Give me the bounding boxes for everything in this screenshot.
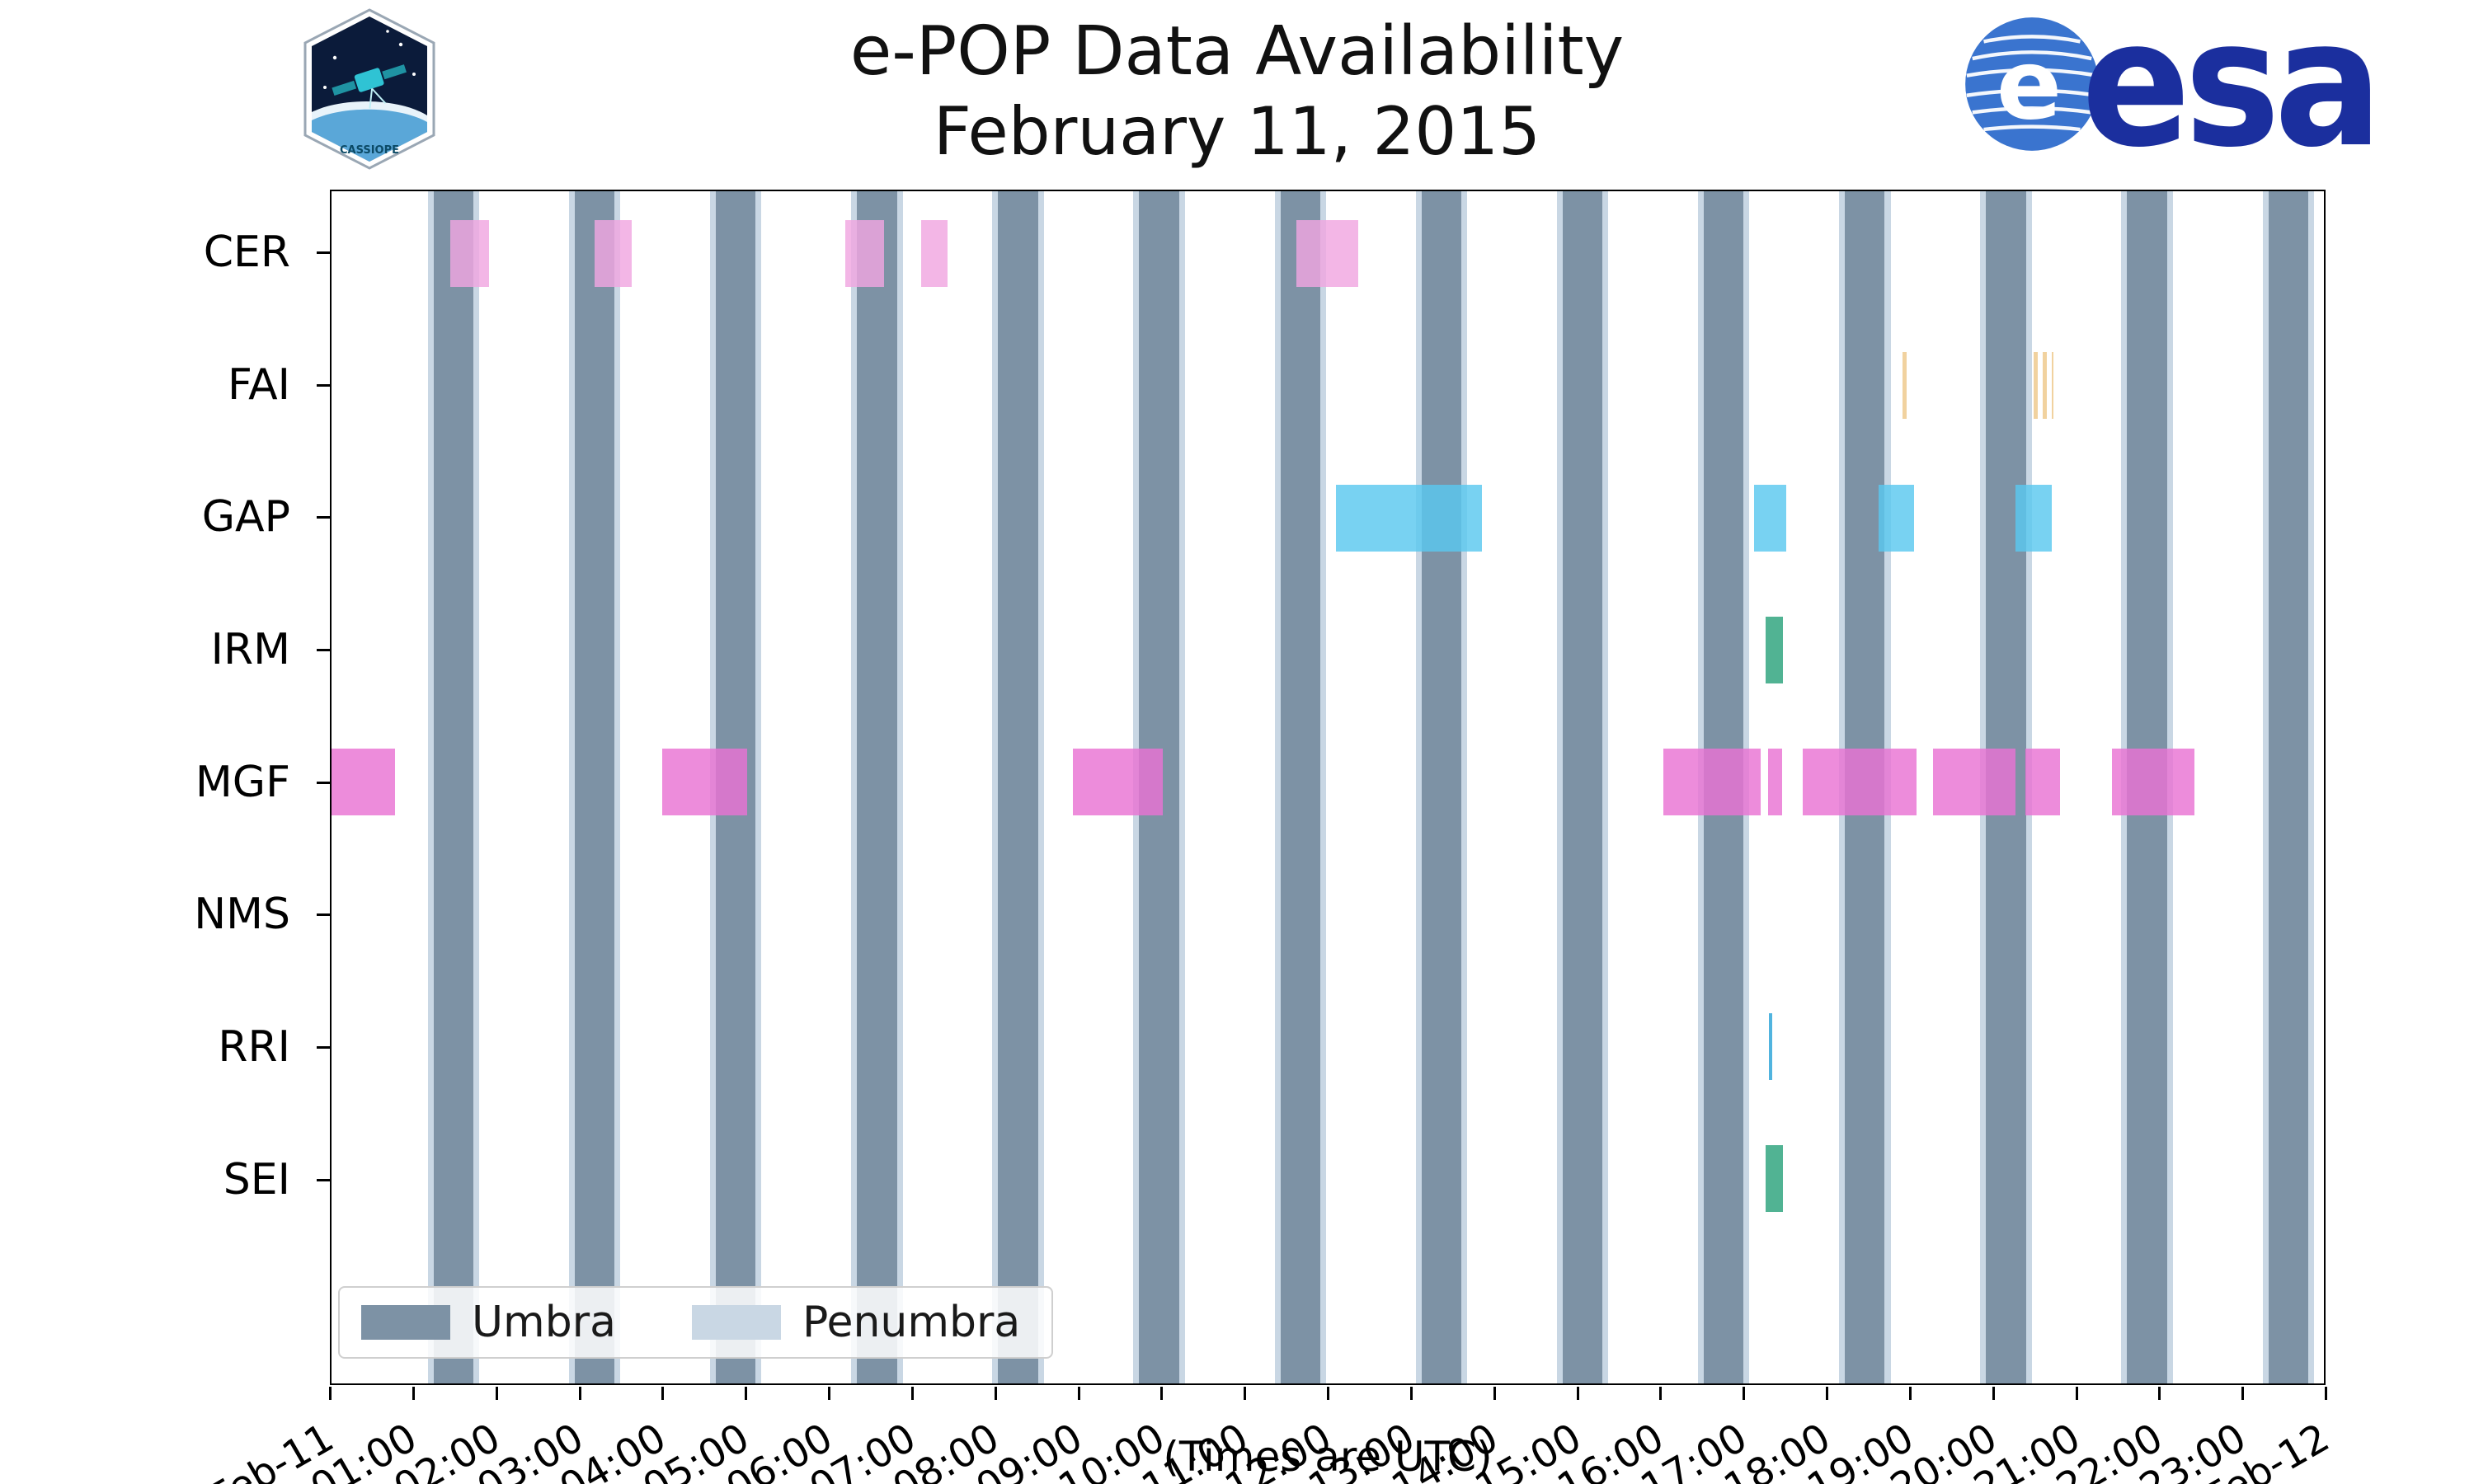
x-tick xyxy=(1493,1387,1496,1400)
cer-availability-bar xyxy=(449,220,490,288)
x-tick xyxy=(1327,1387,1329,1400)
row-label-sei: SEI xyxy=(223,1154,290,1205)
x-tick xyxy=(1826,1387,1828,1400)
cer-availability-bar xyxy=(920,220,948,288)
penumbra-swatch xyxy=(691,1305,781,1340)
satellite-icon xyxy=(332,64,407,109)
x-tick xyxy=(412,1387,415,1400)
x-tick xyxy=(1992,1387,1995,1400)
mgf-availability-bar xyxy=(332,749,395,816)
umbra-band xyxy=(1280,191,1320,1383)
chart-subtitle: February 11, 2015 xyxy=(933,93,1541,170)
svg-text:e: e xyxy=(1997,28,2062,141)
legend-item-penumbra: Penumbra xyxy=(691,1298,1021,1347)
x-tick xyxy=(2241,1387,2245,1400)
x-tick xyxy=(329,1387,332,1400)
mgf-availability-bar xyxy=(1767,749,1782,816)
mgf-availability-bar xyxy=(1072,749,1163,816)
cassiope-patch-graphic: CASSIOPE xyxy=(303,8,435,170)
cassiope-mission-patch: CASSIOPE xyxy=(302,8,437,173)
row-label-mgf: MGF xyxy=(195,757,290,807)
legend-item-umbra: Umbra xyxy=(361,1298,616,1347)
cer-availability-bar xyxy=(845,220,885,288)
x-tick xyxy=(1908,1387,1912,1400)
x-tick xyxy=(1160,1387,1164,1400)
umbra-band xyxy=(1562,191,1603,1383)
sei-availability-bar xyxy=(1765,1144,1783,1212)
legend-label: Penumbra xyxy=(802,1298,1021,1347)
rri-availability-bar xyxy=(1768,1012,1772,1080)
mgf-availability-bar xyxy=(1663,749,1761,816)
mgf-availability-bar xyxy=(2112,749,2194,816)
esa-globe-icon: e xyxy=(1965,17,2099,151)
cer-availability-bar xyxy=(1296,220,1359,288)
y-tick xyxy=(317,251,330,254)
x-tick xyxy=(2158,1387,2161,1400)
y-tick xyxy=(317,383,330,387)
y-axis-labels: CER FAI GAP IRM MGF NMS RRI SEI xyxy=(0,190,330,1385)
y-tick xyxy=(317,913,330,917)
umbra-swatch xyxy=(361,1305,450,1340)
gap-availability-bar xyxy=(1879,484,1914,552)
row-label-cer: CER xyxy=(203,227,290,277)
row-label-fai: FAI xyxy=(227,359,290,410)
row-label-gap: GAP xyxy=(201,492,290,542)
mgf-availability-bar xyxy=(1932,749,2015,816)
x-tick xyxy=(1576,1387,1579,1400)
row-label-irm: IRM xyxy=(210,624,290,674)
mgf-availability-bar xyxy=(1802,749,1917,816)
fai-availability-bar xyxy=(1902,352,1907,420)
gap-availability-bar xyxy=(1754,484,1786,552)
umbra-band xyxy=(857,191,897,1383)
umbra-band xyxy=(1421,191,1462,1383)
plot-area: Umbra Penumbra xyxy=(330,190,2326,1385)
x-tick xyxy=(1743,1387,1746,1400)
esa-logo: e esa xyxy=(1961,0,2402,186)
x-tick xyxy=(1409,1387,1413,1400)
fai-availability-bar xyxy=(2033,352,2053,420)
mgf-availability-bar xyxy=(661,749,748,816)
x-tick xyxy=(1077,1387,1080,1400)
x-tick xyxy=(994,1387,997,1400)
x-axis-title: (Times are UTC) xyxy=(1163,1433,1493,1481)
y-tick xyxy=(317,516,330,519)
y-tick xyxy=(317,1045,330,1049)
x-tick xyxy=(745,1387,748,1400)
cer-availability-bar xyxy=(595,220,633,288)
irm-availability-bar xyxy=(1765,616,1783,683)
x-tick xyxy=(1244,1387,1247,1400)
x-tick xyxy=(495,1387,498,1400)
y-tick xyxy=(317,781,330,784)
x-tick xyxy=(2325,1387,2327,1400)
x-tick xyxy=(2075,1387,2078,1400)
cassiope-label: CASSIOPE xyxy=(340,144,399,157)
umbra-band xyxy=(2268,191,2308,1383)
row-label-nms: NMS xyxy=(194,890,290,940)
x-tick xyxy=(1659,1387,1663,1400)
y-tick xyxy=(317,648,330,651)
esa-wordmark: esa xyxy=(2081,0,2382,186)
legend: Umbra Penumbra xyxy=(338,1286,1054,1359)
x-tick xyxy=(578,1387,581,1400)
legend-label: Umbra xyxy=(472,1298,616,1347)
umbra-band xyxy=(574,191,615,1383)
x-tick xyxy=(661,1387,665,1400)
x-axis: Feb-11 01:00 02:00 03:00 04:00 05:00 06:00 07:0… xyxy=(201,1387,2337,1484)
gap-availability-bar xyxy=(2015,484,2052,552)
row-label-rri: RRI xyxy=(218,1021,290,1072)
x-tick xyxy=(828,1387,830,1400)
x-tick xyxy=(910,1387,914,1400)
y-tick xyxy=(317,1178,330,1181)
umbra-band xyxy=(998,191,1038,1383)
umbra-band xyxy=(433,191,474,1383)
gap-availability-bar xyxy=(1336,484,1483,552)
mgf-availability-bar xyxy=(2025,749,2060,816)
chart-title: e-POP Data Availability xyxy=(849,12,1625,91)
chart-header: e-POP Data Availability February 11, 201… xyxy=(0,12,2474,171)
